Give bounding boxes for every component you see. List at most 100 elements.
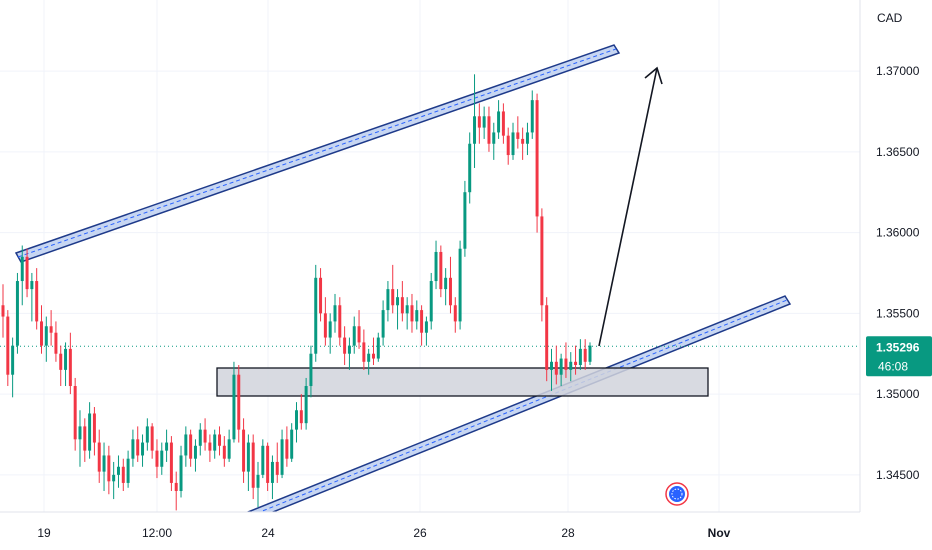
candle[interactable] — [434, 240, 438, 290]
candle[interactable] — [391, 264, 395, 314]
candle[interactable] — [25, 248, 29, 298]
candle[interactable] — [112, 461, 116, 500]
candle[interactable] — [323, 297, 327, 346]
candle[interactable] — [11, 337, 15, 398]
candle[interactable] — [232, 361, 236, 443]
candle[interactable] — [40, 305, 43, 354]
candle[interactable] — [497, 100, 501, 139]
candle[interactable] — [482, 106, 486, 139]
candle[interactable] — [299, 394, 303, 430]
candle[interactable] — [261, 439, 265, 479]
candle[interactable] — [545, 297, 549, 382]
candle[interactable] — [448, 256, 452, 314]
candle[interactable] — [381, 300, 385, 346]
candle[interactable] — [415, 300, 419, 330]
candle[interactable] — [540, 208, 544, 322]
candle[interactable] — [218, 426, 222, 456]
candle[interactable] — [521, 127, 525, 160]
candle[interactable] — [530, 90, 534, 139]
candle[interactable] — [473, 74, 477, 168]
event-marker-icon[interactable] — [665, 482, 689, 506]
candle[interactable] — [242, 418, 246, 483]
candle[interactable] — [88, 402, 92, 459]
candle[interactable] — [198, 423, 202, 456]
candle[interactable] — [304, 377, 308, 430]
candle[interactable] — [338, 297, 342, 346]
candle[interactable] — [189, 429, 193, 467]
candle[interactable] — [20, 245, 24, 306]
candle[interactable] — [362, 329, 366, 370]
candle[interactable] — [420, 305, 424, 346]
candle[interactable] — [285, 426, 289, 467]
candle[interactable] — [179, 445, 183, 498]
candle[interactable] — [102, 442, 106, 492]
candle[interactable] — [54, 321, 58, 362]
candle[interactable] — [400, 281, 404, 322]
candle[interactable] — [396, 289, 400, 330]
candle[interactable] — [444, 268, 448, 306]
candle[interactable] — [564, 342, 568, 378]
candle[interactable] — [477, 103, 481, 144]
candle[interactable] — [347, 337, 351, 370]
candle[interactable] — [92, 407, 96, 456]
candle[interactable] — [15, 272, 19, 354]
candle[interactable] — [107, 445, 111, 495]
candle[interactable] — [578, 339, 582, 370]
candle[interactable] — [574, 345, 578, 375]
candle[interactable] — [203, 418, 207, 451]
candle[interactable] — [424, 316, 428, 346]
candle[interactable] — [511, 122, 515, 160]
candle[interactable] — [116, 455, 120, 488]
candle[interactable] — [492, 122, 496, 160]
candle[interactable] — [49, 310, 53, 346]
candle[interactable] — [386, 281, 390, 322]
candle[interactable] — [30, 272, 34, 322]
candle[interactable] — [184, 426, 188, 467]
candle[interactable] — [165, 429, 169, 462]
candle[interactable] — [97, 429, 101, 483]
candle[interactable] — [506, 127, 510, 165]
candle[interactable] — [463, 180, 467, 257]
candle[interactable] — [35, 268, 39, 330]
candle[interactable] — [275, 442, 279, 483]
candle[interactable] — [410, 293, 414, 333]
candle[interactable] — [357, 310, 361, 349]
candle[interactable] — [319, 268, 323, 322]
candle[interactable] — [44, 316, 48, 362]
candle[interactable] — [487, 106, 491, 152]
price-axis-labels[interactable]: 1.34500 1.35000 1.35500 1.36000 1.36500 1.370… — [876, 64, 920, 482]
candle[interactable] — [343, 326, 347, 366]
candle[interactable] — [569, 352, 573, 382]
candle[interactable] — [145, 418, 149, 451]
candle[interactable] — [251, 434, 255, 500]
candle[interactable] — [290, 423, 294, 462]
candle[interactable] — [439, 245, 443, 298]
candle[interactable] — [429, 272, 433, 330]
candle[interactable] — [121, 458, 125, 492]
candle[interactable] — [468, 132, 472, 204]
candle[interactable] — [131, 429, 135, 467]
candle[interactable] — [150, 423, 154, 459]
candle[interactable] — [256, 461, 260, 508]
candle[interactable] — [535, 93, 539, 233]
candle[interactable] — [237, 365, 241, 443]
candle[interactable] — [227, 429, 231, 462]
candle[interactable] — [280, 429, 284, 479]
candle[interactable] — [588, 342, 592, 366]
candle[interactable] — [333, 293, 337, 333]
time-axis-labels[interactable]: 19 12:00 24 26 28 Nov — [37, 526, 730, 540]
candle[interactable] — [246, 434, 250, 492]
candle[interactable] — [367, 348, 371, 375]
candle[interactable] — [458, 240, 462, 330]
candle[interactable] — [453, 297, 457, 333]
candle[interactable] — [68, 332, 72, 395]
projection-arrow[interactable] — [598, 66, 663, 347]
candle[interactable] — [213, 429, 217, 459]
candle[interactable] — [73, 377, 77, 451]
candle[interactable] — [352, 316, 356, 354]
candle[interactable] — [371, 337, 375, 366]
candle[interactable] — [314, 264, 318, 362]
candle[interactable] — [141, 434, 145, 467]
candle[interactable] — [376, 332, 380, 362]
